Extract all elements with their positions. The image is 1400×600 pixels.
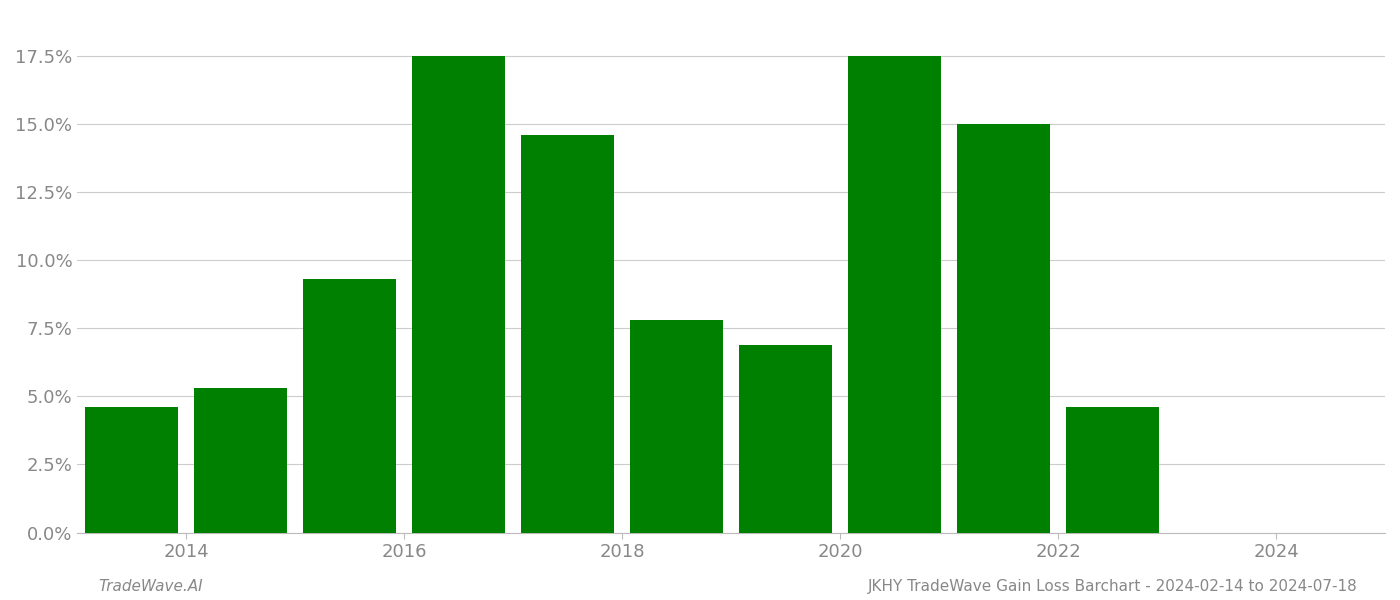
Bar	[85, 407, 178, 533]
Bar	[958, 124, 1050, 533]
Text: TradeWave.AI: TradeWave.AI	[98, 579, 203, 594]
Bar	[1067, 407, 1159, 533]
Bar	[412, 56, 505, 533]
Bar	[630, 320, 722, 533]
Bar	[521, 135, 613, 533]
Text: JKHY TradeWave Gain Loss Barchart - 2024-02-14 to 2024-07-18: JKHY TradeWave Gain Loss Barchart - 2024…	[868, 579, 1358, 594]
Bar	[848, 56, 941, 533]
Bar	[739, 344, 832, 533]
Bar	[195, 388, 287, 533]
Bar	[304, 279, 396, 533]
